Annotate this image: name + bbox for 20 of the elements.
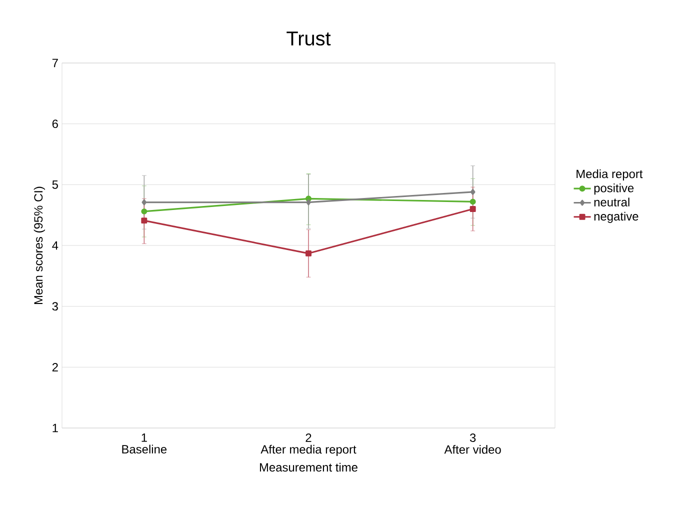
x-axis-title: Measurement time bbox=[260, 462, 358, 472]
y-tick-label: 1 bbox=[52, 424, 58, 432]
y-tick-label: 5 bbox=[52, 180, 58, 189]
legend-label: negative bbox=[594, 212, 638, 223]
y-axis-title: Mean scores (95% CI) bbox=[34, 186, 45, 304]
chart-title: Trust bbox=[286, 32, 331, 46]
y-tick-label: 4 bbox=[52, 241, 58, 250]
x-tick-label: 1 bbox=[142, 434, 147, 442]
y-tick-label: 3 bbox=[52, 302, 58, 311]
x-tick-label: 2 bbox=[306, 434, 312, 442]
legend-title: Media report bbox=[576, 169, 643, 181]
text: After video bbox=[444, 444, 501, 454]
y-tick-label: 2 bbox=[52, 362, 58, 372]
text: After media report bbox=[260, 444, 356, 456]
y-tick-label: 7 bbox=[52, 58, 58, 68]
y-tick-label: 6 bbox=[52, 120, 58, 128]
legend-label: neutral bbox=[594, 198, 630, 206]
legend-label: positive bbox=[594, 184, 634, 195]
text: Baseline bbox=[122, 444, 167, 454]
x-tick-label: 3 bbox=[470, 434, 476, 442]
